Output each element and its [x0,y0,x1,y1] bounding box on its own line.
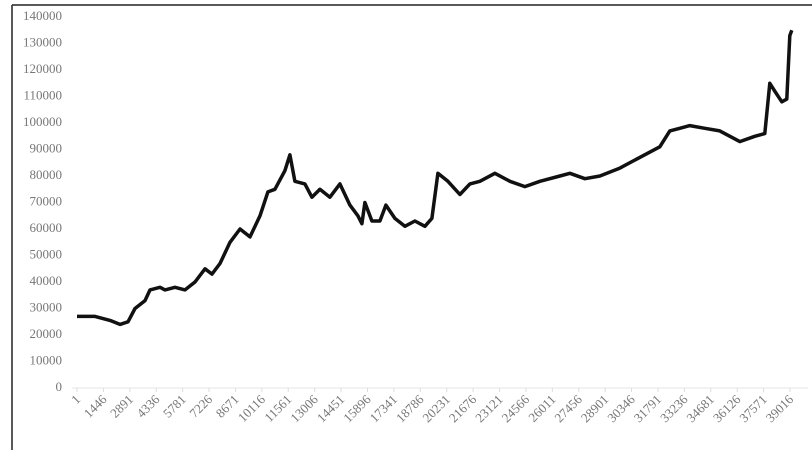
y-tick-label: 80000 [30,167,63,182]
x-tick-label: 15896 [340,391,374,425]
x-tick-label: 39016 [763,391,797,425]
y-tick-label: 120000 [23,61,62,76]
x-tick-label: 4336 [133,391,162,420]
x-tick-label: 27456 [551,391,585,425]
x-tick-label: 2891 [107,392,136,421]
y-tick-label: 30000 [30,299,63,314]
y-tick-label: 100000 [23,114,62,129]
x-tick-label: 33236 [657,391,691,425]
y-tick-label: 40000 [30,273,63,288]
y-tick-label: 60000 [30,220,63,235]
x-tick-label: 5781 [160,392,189,421]
x-tick-label: 28901 [578,392,612,426]
x-tick-label: 31791 [631,392,665,426]
y-tick-label: 140000 [23,8,62,23]
x-tick-label: 36126 [710,391,744,425]
x-tick-label: 7226 [186,391,215,420]
x-tick-label: 11561 [261,392,294,425]
x-tick-label: 21676 [446,391,480,425]
x-tick-label: 13006 [287,391,321,425]
y-tick-label: 20000 [30,326,63,341]
x-tick-label: 20231 [419,392,453,426]
page: {"chart_data": {"type": "line", "color":… [0,0,812,450]
x-tick-label: 18786 [393,391,427,425]
x-tick-label: 24566 [499,391,533,425]
x-tick-label: 34681 [683,392,717,426]
y-tick-label: 10000 [30,352,63,367]
x-tick-label: 26011 [525,392,558,425]
y-tick-label: 0 [56,379,63,394]
x-tick-label: 17341 [367,392,401,426]
y-tick-label: 130000 [23,34,62,49]
y-tick-label: 50000 [30,246,63,261]
x-tick-label: 10116 [235,391,269,425]
x-tick-label: 14451 [314,392,348,426]
y-tick-label: 90000 [30,140,63,155]
chart: 0 10000 20000 30000 40000 50000 60000 70000 8000… [0,0,812,450]
x-tick-label: 23121 [472,392,506,426]
y-tick-label: 70000 [30,193,63,208]
x-tick-label: 37571 [736,392,770,426]
data-line [77,30,792,324]
y-tick-label: 110000 [23,87,62,102]
x-tick-label: 1 [68,392,83,407]
x-tick-label: 1446 [81,391,110,420]
x-tick-label: 30346 [604,391,638,425]
